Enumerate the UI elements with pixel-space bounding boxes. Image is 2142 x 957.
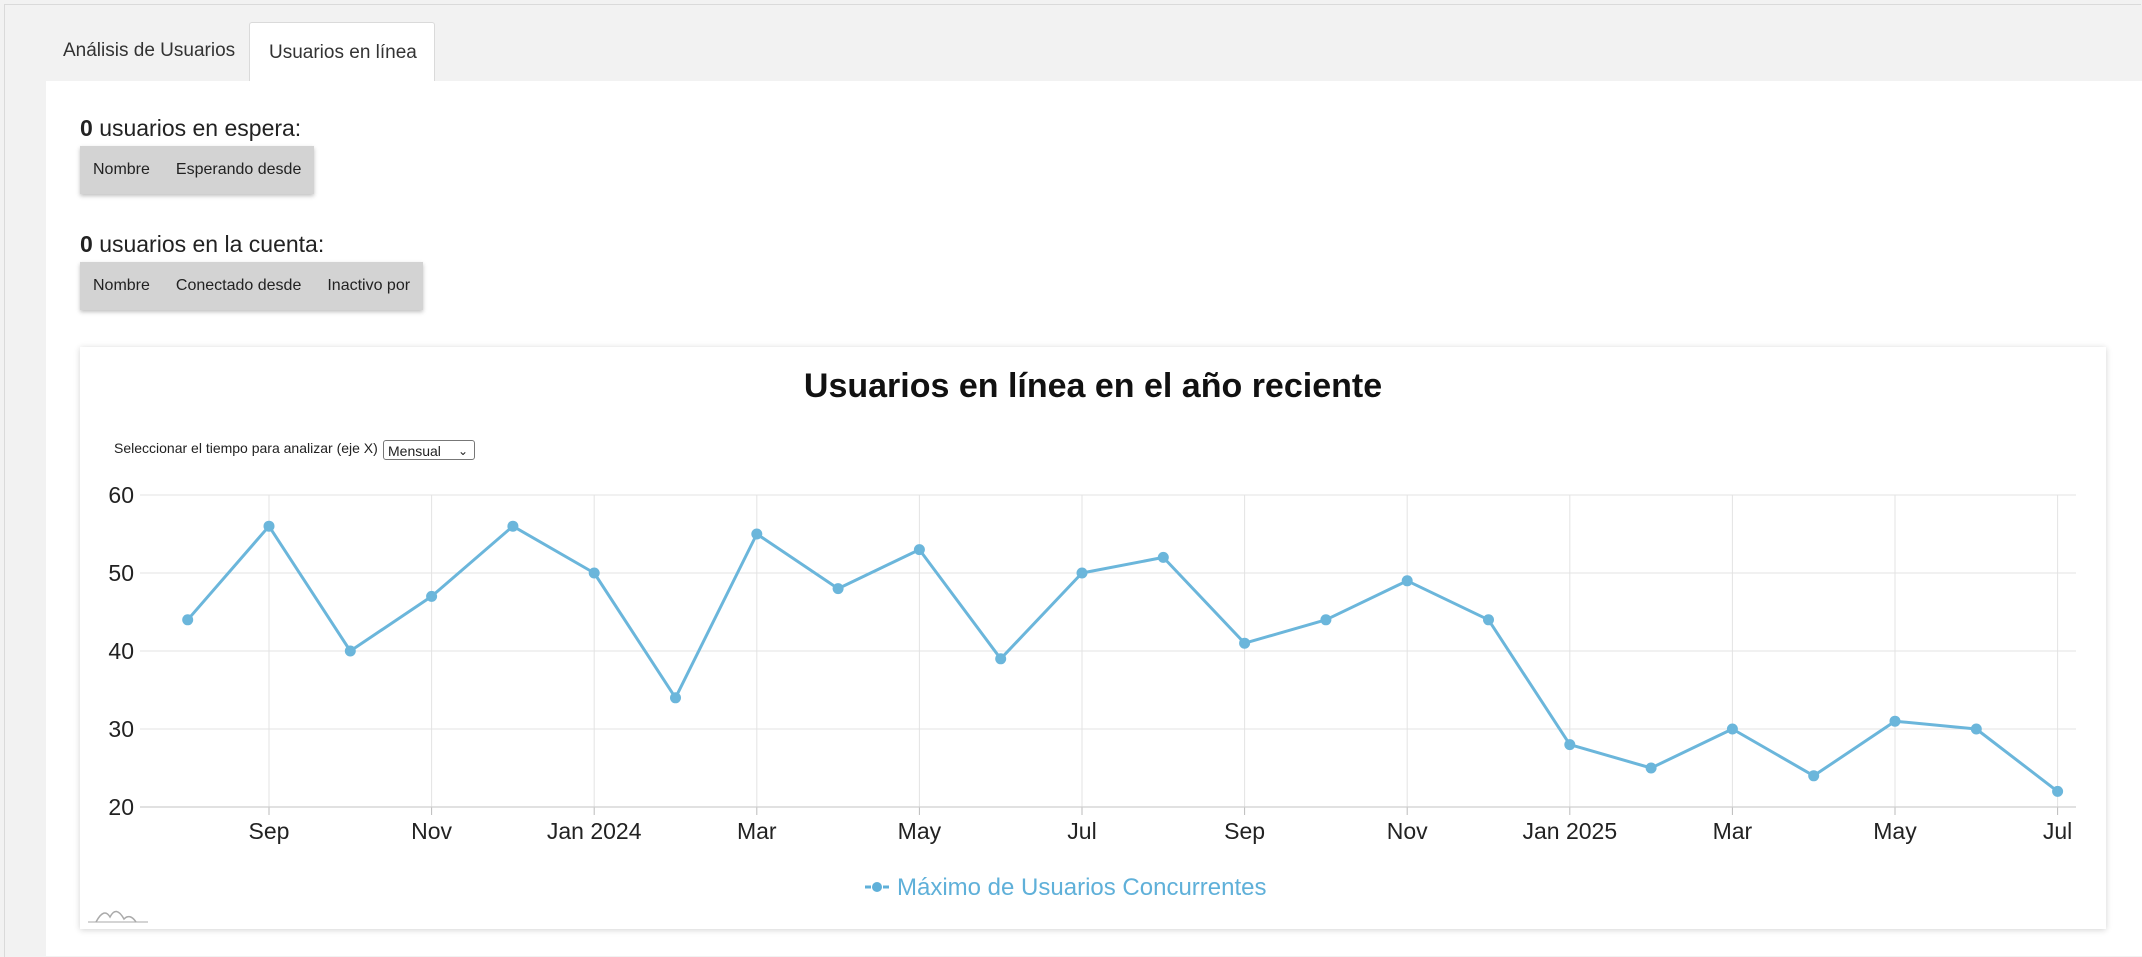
x-tick-label: Nov	[1387, 818, 1428, 844]
account-users-count: 0	[80, 231, 93, 257]
x-tick-label: Mar	[737, 818, 777, 844]
data-point	[1320, 614, 1332, 626]
time-selector-dropdown[interactable]: Mensual ⌄	[383, 440, 475, 460]
y-tick-label: 60	[108, 482, 134, 508]
x-tick-label: Mar	[1713, 818, 1753, 844]
x-tick-label: Jan 2024	[547, 818, 642, 844]
account-users-label: usuarios en la cuenta:	[99, 231, 325, 257]
data-point	[1239, 637, 1251, 649]
data-point	[507, 520, 519, 532]
waiting-users-count: 0	[80, 115, 93, 141]
online-users-panel: 0 usuarios en espera: Nombre Esperando d…	[46, 81, 2142, 956]
x-tick-label: May	[898, 818, 942, 844]
tab-online-users[interactable]: Usuarios en línea	[249, 22, 435, 82]
y-tick-label: 50	[108, 560, 134, 586]
data-point	[2052, 785, 2064, 797]
data-point	[263, 520, 275, 532]
data-point	[1808, 770, 1820, 782]
legend-marker	[872, 882, 882, 892]
time-selector-value: Mensual	[388, 443, 441, 459]
y-tick-label: 20	[108, 794, 134, 820]
data-point	[1970, 723, 1982, 735]
data-point	[588, 567, 600, 579]
column-header-name[interactable]: Nombre	[93, 161, 150, 178]
y-tick-label: 40	[108, 638, 134, 664]
data-point	[426, 590, 438, 602]
column-header-name[interactable]: Nombre	[93, 277, 150, 294]
data-point	[670, 692, 681, 704]
x-tick-label: Jan 2025	[1522, 818, 1617, 844]
x-tick-label: Jul	[2043, 818, 2072, 844]
data-point	[1564, 739, 1576, 751]
column-header-waiting-since[interactable]: Esperando desde	[175, 161, 302, 178]
tab-user-analysis[interactable]: Análisis de Usuarios	[63, 40, 236, 61]
legend-label[interactable]: Máximo de Usuarios Concurrentes	[897, 874, 1266, 901]
series-line	[186, 524, 2059, 793]
data-point	[1076, 567, 1088, 579]
waiting-users-label: usuarios en espera:	[99, 115, 302, 141]
y-tick-label: 30	[108, 716, 134, 742]
data-point	[1401, 575, 1413, 587]
data-point	[913, 544, 925, 556]
chart-logo-icon	[88, 910, 148, 923]
chart-title: Usuarios en línea en el año reciente	[803, 367, 1383, 405]
chevron-down-icon: ⌄	[457, 444, 468, 458]
data-point	[1726, 723, 1738, 735]
x-tick-label: May	[1873, 818, 1917, 844]
data-point	[1483, 614, 1494, 626]
data-point	[751, 528, 763, 540]
data-point	[1645, 762, 1657, 774]
account-users-table: Nombre Conectado desde Inactivo por	[80, 262, 424, 310]
column-header-connected-since[interactable]: Conectado desde	[175, 277, 302, 294]
x-tick-label: Nov	[411, 818, 452, 844]
column-header-idle-for[interactable]: Inactivo por	[327, 277, 411, 294]
line-chart: 60 50 40 30 20 Sep Nov Jan 2024 Mar May Jul Sep Nov J…	[108, 482, 2076, 901]
x-tick-label: Jul	[1067, 818, 1096, 844]
waiting-users-heading: 0 usuarios en espera:	[80, 115, 301, 142]
account-users-heading: 0 usuarios en la cuenta:	[80, 231, 324, 258]
time-selector-label: Seleccionar el tiempo para analizar (eje…	[114, 440, 378, 456]
waiting-users-table: Nombre Esperando desde	[80, 146, 315, 194]
data-point	[1157, 551, 1169, 563]
x-tick-label: Sep	[1224, 818, 1265, 844]
data-point	[344, 645, 356, 657]
x-tick-label: Sep	[249, 818, 290, 844]
data-point	[995, 653, 1007, 665]
online-users-chart-card: Usuarios en línea en el año reciente Sel…	[80, 347, 2106, 929]
data-point	[182, 614, 194, 626]
data-point	[832, 583, 844, 595]
data-point	[1889, 715, 1901, 727]
